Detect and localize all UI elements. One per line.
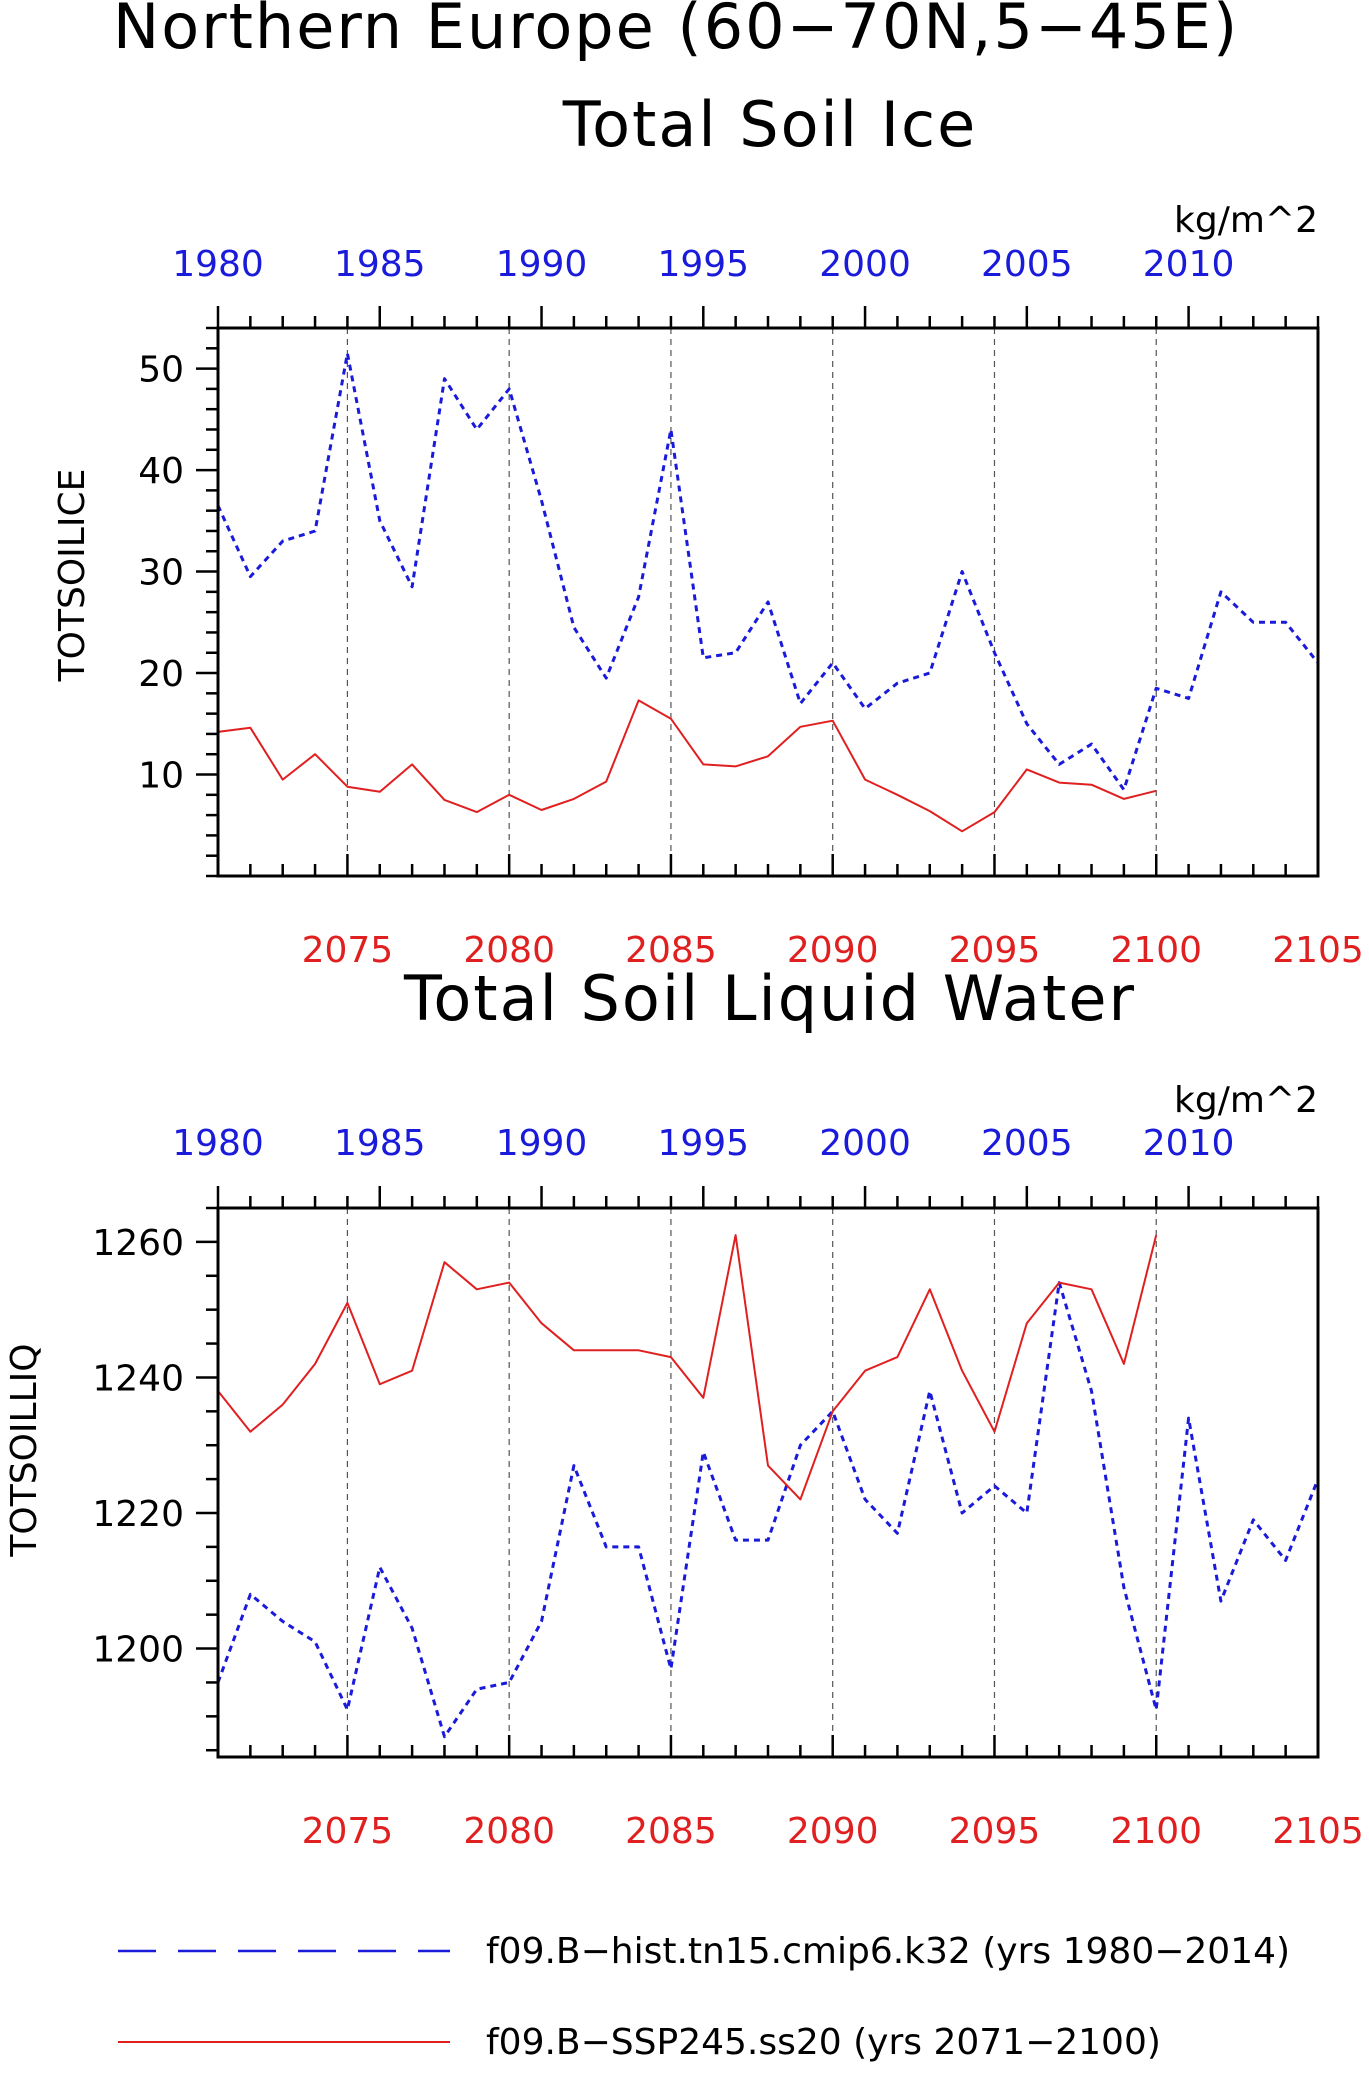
soil-liquid-bottom-tick-labels: 2075 2080 2085 2090 2095 2100 2105 — [302, 1811, 1364, 1852]
soil-liquid-y-tick-label: 1260 — [92, 1223, 184, 1264]
soil-liquid-top-tick-label: 1995 — [657, 1123, 749, 1164]
soil-ice-bottom-tick-label: 2090 — [787, 930, 879, 971]
soil-ice-ssp-line — [217, 699, 1157, 833]
soil-ice-y-tick-label: 40 — [138, 451, 184, 492]
soil-liquid-ylabel: TOTSOILLIQ — [4, 1343, 45, 1557]
soil-liquid-bottom-tick-label: 2085 — [625, 1811, 717, 1852]
soil-liquid-y-tick-label: 1240 — [92, 1358, 184, 1399]
soil-liquid-top-tick-label: 2005 — [981, 1123, 1073, 1164]
soil-ice-bottom-tick-labels: 2075 2080 2085 2090 2095 2100 2105 — [302, 930, 1364, 971]
soil-ice-bottom-tick-label: 2080 — [463, 930, 555, 971]
soil-liquid-bottom-tick-label: 2080 — [463, 1811, 555, 1852]
soil-liquid-minor-ticks — [196, 1186, 1320, 1757]
soil-ice-y-tick-label: 10 — [138, 756, 184, 797]
soil-ice-y-tick-label: 30 — [138, 553, 184, 594]
soil-ice-plot-area — [216, 351, 1320, 833]
soil-ice-bottom-tick-label: 2100 — [1110, 930, 1202, 971]
legend: f09.B−hist.tn15.cmip6.k32 (yrs 1980−2014… — [118, 1931, 1290, 2063]
legend-hist-label: f09.B−hist.tn15.cmip6.k32 (yrs 1980−2014… — [486, 1931, 1290, 1972]
soil-liquid-top-tick-label: 1980 — [172, 1123, 264, 1164]
soil-ice-bottom-tick-label: 2075 — [302, 930, 394, 971]
soil-liquid-gridlines — [346, 1208, 1157, 1757]
soil-liquid-y-tick-label: 1220 — [92, 1494, 184, 1535]
soil-ice-y-tick-labels: 10 20 30 40 50 — [138, 350, 184, 797]
soil-ice-top-tick-label: 1980 — [172, 244, 264, 285]
soil-liquid-y-tick-labels: 1200 1220 1240 1260 — [92, 1223, 184, 1671]
soil-ice-bottom-tick-label: 2105 — [1272, 930, 1364, 971]
soil-ice-top-tick-label: 2010 — [1143, 244, 1235, 285]
soil-liquid-top-tick-label: 2010 — [1143, 1123, 1235, 1164]
soil-ice-title: Total Soil Ice — [562, 88, 977, 161]
soil-ice-hist-line — [216, 351, 1320, 792]
soil-ice-units: kg/m^2 — [1174, 200, 1318, 241]
soil-ice-top-tick-labels: 1980 1985 1990 1995 2000 2005 2010 — [172, 244, 1234, 285]
soil-ice-frame — [216, 326, 1320, 878]
soil-ice-bottom-tick-label: 2095 — [949, 930, 1041, 971]
soil-ice-ylabel: TOTSOILICE — [52, 469, 93, 683]
soil-ice-panel: Total Soil Ice kg/m^2 TOTSOILICE 10 20 30 4… — [52, 88, 1364, 971]
soil-liquid-frame — [216, 1206, 1320, 1759]
figure-title: Northern Europe (60−70N,5−45E) — [113, 0, 1239, 63]
legend-ssp-label: f09.B−SSP245.ss20 (yrs 2071−2100) — [486, 2022, 1161, 2063]
soil-liquid-bottom-tick-label: 2105 — [1272, 1811, 1364, 1852]
soil-liquid-top-tick-label: 1985 — [334, 1123, 426, 1164]
soil-liquid-bottom-tick-label: 2095 — [949, 1811, 1041, 1852]
soil-liquid-y-tick-label: 1200 — [92, 1630, 184, 1671]
soil-liquid-top-tick-labels: 1980 1985 1990 1995 2000 2005 2010 — [172, 1123, 1234, 1164]
soil-liquid-bottom-tick-label: 2100 — [1110, 1811, 1202, 1852]
soil-liquid-units: kg/m^2 — [1174, 1080, 1318, 1121]
soil-ice-gridlines — [346, 328, 1157, 876]
soil-ice-top-tick-label: 1990 — [496, 244, 588, 285]
soil-liquid-title: Total Soil Liquid Water — [403, 962, 1136, 1035]
soil-liquid-ssp-line — [217, 1234, 1158, 1501]
soil-liquid-hist-line — [216, 1281, 1320, 1739]
soil-ice-y-tick-label: 20 — [138, 654, 184, 695]
soil-ice-y-tick-label: 50 — [138, 350, 184, 391]
soil-liquid-plot-area — [216, 1234, 1320, 1739]
soil-ice-top-tick-label: 2005 — [981, 244, 1073, 285]
soil-liquid-bottom-tick-label: 2090 — [787, 1811, 879, 1852]
soil-ice-top-tick-label: 1985 — [334, 244, 426, 285]
soil-liquid-top-tick-label: 2000 — [819, 1123, 911, 1164]
soil-ice-top-tick-label: 1995 — [657, 244, 749, 285]
soil-ice-minor-ticks — [196, 306, 1320, 878]
soil-ice-bottom-tick-label: 2085 — [625, 930, 717, 971]
soil-liquid-panel: Total Soil Liquid Water kg/m^2 TOTSOILLI… — [4, 962, 1364, 1852]
soil-ice-top-tick-label: 2000 — [819, 244, 911, 285]
soil-liquid-top-tick-label: 1990 — [496, 1123, 588, 1164]
soil-liquid-bottom-tick-label: 2075 — [302, 1811, 394, 1852]
